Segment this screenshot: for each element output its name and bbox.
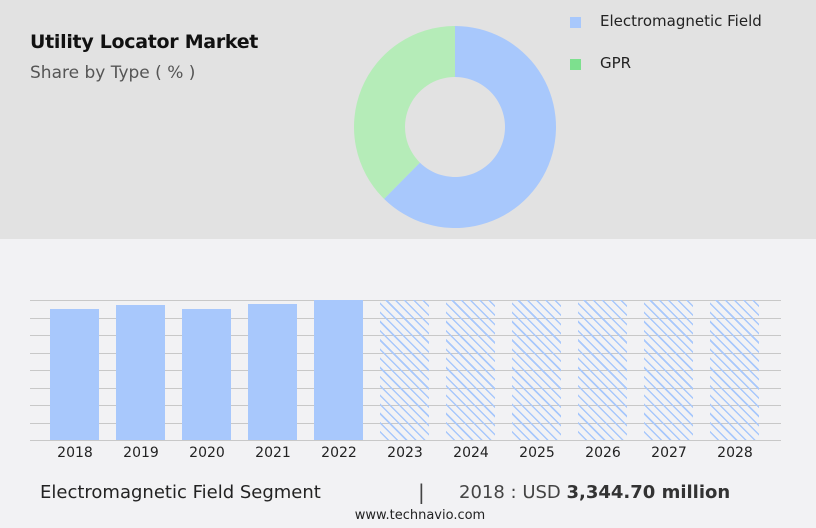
x-axis-label: 2026 <box>585 445 621 461</box>
footer-separator: | <box>418 480 425 504</box>
chart-title: Utility Locator Market <box>30 31 259 53</box>
value-prefix: 2018 : USD <box>459 482 567 503</box>
value-amount: 3,344.70 million <box>566 482 731 503</box>
chart-subtitle: Share by Type ( % ) <box>30 63 196 83</box>
x-axis-label: 2022 <box>321 445 357 461</box>
donut-slice-electromagnetic-field <box>384 26 556 228</box>
bar-2026 <box>578 300 627 440</box>
x-axis-label: 2018 <box>57 445 93 461</box>
bar-2025 <box>512 300 561 440</box>
bar-2019 <box>116 304 165 440</box>
bar-2018 <box>50 309 99 440</box>
x-axis-label: 2019 <box>123 445 159 461</box>
bar-2020 <box>182 309 231 440</box>
donut-chart <box>354 26 556 228</box>
segment-label: Electromagnetic Field Segment <box>40 482 321 503</box>
bar-2022 <box>314 300 363 440</box>
segment-value: 2018 : USD 3,344.70 million <box>459 482 730 503</box>
gridline <box>30 440 781 441</box>
x-axis-label: 2025 <box>519 445 555 461</box>
bar-2027 <box>644 300 693 440</box>
bar-2028 <box>710 300 759 440</box>
donut-slice-gpr <box>354 26 455 199</box>
x-axis-label: 2024 <box>453 445 489 461</box>
x-axis-label: 2027 <box>651 445 687 461</box>
legend-label: Electromagnetic Field <box>600 12 762 30</box>
bar-2023 <box>380 300 429 440</box>
source-url: www.technavio.com <box>354 508 486 523</box>
x-axis-label: 2028 <box>717 445 753 461</box>
x-axis-label: 2021 <box>255 445 291 461</box>
x-axis-label: 2023 <box>387 445 423 461</box>
segment-bar-chart: 2018 2019 2020 2021 2022 2023 2024 2025 2026 2027… <box>0 239 816 528</box>
legend-swatch-icon <box>570 59 581 70</box>
bar-2021 <box>248 303 297 440</box>
bar-2024 <box>446 300 495 440</box>
x-axis-label: 2020 <box>189 445 225 461</box>
legend-label: GPR <box>600 54 632 72</box>
legend-swatch-icon <box>570 17 581 28</box>
share-by-type-panel: Utility Locator Market Share by Type ( %… <box>0 0 816 239</box>
